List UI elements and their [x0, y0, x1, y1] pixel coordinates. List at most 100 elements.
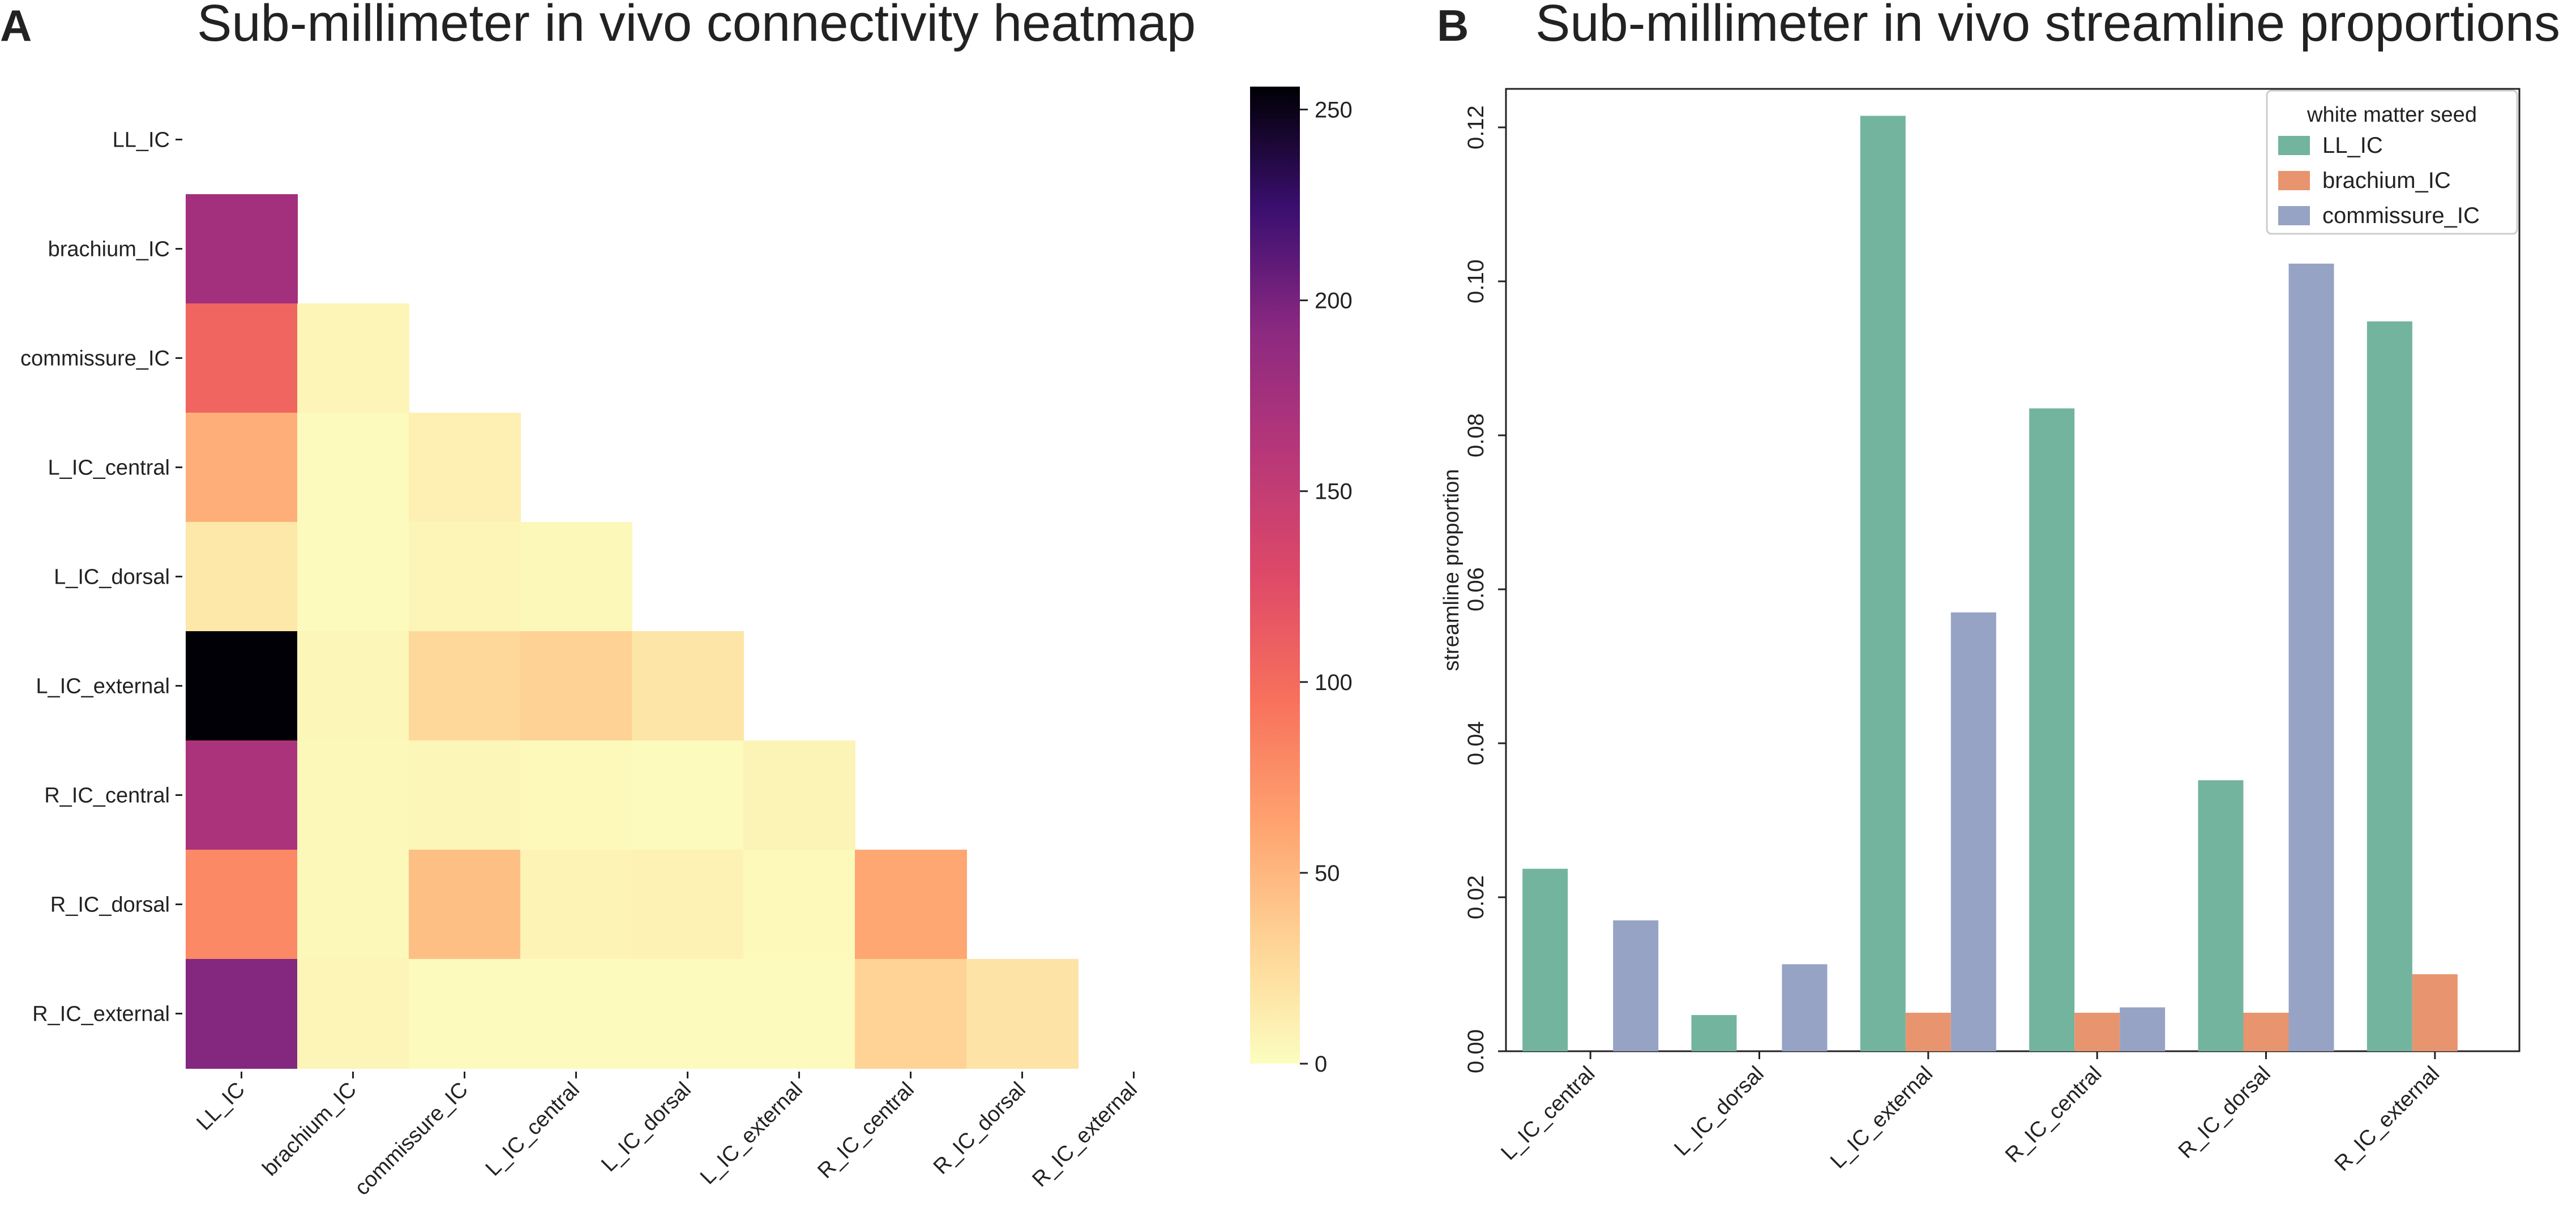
x-tick-label: L_IC_dorsal — [1670, 1062, 1769, 1161]
heatmap-col-label: brachium_IC — [258, 1078, 361, 1181]
colorbar-tick-label: 100 — [1315, 670, 1353, 695]
heatmap-cell — [743, 959, 855, 1069]
heatmap-cell — [409, 522, 521, 632]
heatmap-title: Sub-millimeter in vivo connectivity heat… — [197, 0, 1196, 52]
heatmap-cell — [186, 303, 298, 413]
heatmap-cell — [409, 959, 521, 1069]
heatmap-cell — [966, 959, 1079, 1069]
heatmap-cell — [520, 631, 632, 741]
y-tick-label: 0.08 — [1464, 413, 1488, 457]
heatmap-row-label: R_IC_dorsal — [50, 893, 170, 917]
panel-b-letter: B — [1437, 1, 1469, 50]
heatmap-col-label: L_IC_central — [481, 1078, 584, 1181]
colorbar-tick-label: 250 — [1315, 97, 1353, 122]
heatmap-cell — [409, 740, 521, 850]
heatmap-cell — [855, 850, 967, 960]
heatmap-cell — [520, 959, 632, 1069]
heatmap-row-label: commissure_IC — [20, 347, 170, 371]
bar-brachium_IC — [1905, 1013, 1951, 1051]
heatmap-col-label: LL_IC — [192, 1078, 249, 1135]
y-tick-label: 0.02 — [1464, 875, 1488, 919]
heatmap-row-label: L_IC_dorsal — [54, 566, 170, 589]
bar-y-axis-label: streamline proportion — [1440, 469, 1464, 671]
heatmap-cell — [297, 522, 409, 632]
colorbar-tick-label: 0 — [1315, 1052, 1327, 1077]
heatmap-cell — [297, 740, 409, 850]
heatmap-cell — [186, 959, 298, 1069]
colorbar-ticks: 0 50 100 150 200 250 — [1300, 97, 1353, 1077]
heatmap-cell — [743, 850, 855, 960]
heatmap-row-label: L_IC_central — [48, 456, 170, 480]
bar-commissure_IC — [2120, 1007, 2166, 1051]
bar-LL_IC — [1691, 1015, 1737, 1051]
legend-swatch — [2278, 206, 2310, 225]
y-tick-label: 0.04 — [1464, 721, 1488, 765]
bar-commissure_IC — [1613, 920, 1659, 1051]
barchart-title: Sub-millimeter in vivo streamline propor… — [1535, 0, 2560, 52]
heatmap-cell — [186, 522, 298, 632]
heatmap-cell — [297, 850, 409, 960]
bar-plot-frame — [1505, 88, 2521, 1052]
heatmap-row-label: R_IC_central — [44, 784, 170, 808]
heatmap-row-label: L_IC_external — [36, 675, 170, 699]
heatmap — [186, 194, 1079, 1069]
heatmap-cell — [743, 740, 855, 850]
heatmap-col-label: R_IC_dorsal — [929, 1078, 1030, 1179]
bar-LL_IC — [1522, 868, 1568, 1051]
heatmap-col-label: commissure_IC — [350, 1078, 473, 1200]
heatmap-cell — [297, 413, 409, 523]
bar-brachium_IC — [2074, 1013, 2120, 1051]
heatmap-cell — [520, 522, 632, 632]
bar-commissure_IC — [2288, 263, 2334, 1052]
legend-swatch — [2278, 136, 2310, 155]
legend-title: white matter seed — [2307, 103, 2477, 127]
legend-entry-label: brachium_IC — [2322, 168, 2451, 193]
heatmap-cell — [186, 631, 298, 741]
y-tick-label: 0.06 — [1464, 567, 1488, 611]
heatmap-cell — [855, 959, 967, 1069]
bar-LL_IC — [2198, 780, 2244, 1051]
x-tick-label: R_IC_central — [2001, 1062, 2107, 1168]
heatmap-cell — [186, 413, 298, 523]
y-tick-label: 0.10 — [1464, 259, 1488, 303]
heatmap-col-label: R_IC_central — [813, 1078, 919, 1184]
heatmap-cell — [297, 631, 409, 741]
legend-entry-label: LL_IC — [2322, 133, 2383, 158]
bar-commissure_IC — [1950, 612, 1996, 1051]
bar-commissure_IC — [1782, 964, 1828, 1051]
x-tick-label: R_IC_external — [2330, 1062, 2444, 1176]
heatmap-cell — [632, 631, 744, 741]
colorbar-tick-label: 150 — [1315, 479, 1353, 504]
legend: white matter seed LL_IC brachium_ICcommis… — [2266, 89, 2518, 235]
colorbar-tick-label: 200 — [1315, 289, 1353, 314]
heatmap-cell — [297, 959, 409, 1069]
heatmap-cell — [632, 740, 744, 850]
heatmap-col-label: L_IC_external — [696, 1078, 807, 1189]
y-tick-label: 0.12 — [1464, 105, 1488, 149]
legend-entry-label: commissure_IC — [2322, 203, 2480, 228]
legend-swatch — [2278, 171, 2310, 190]
heatmap-col-label: R_IC_external — [1028, 1078, 1141, 1192]
bar-category-labels: L_IC_central L_IC_dorsal L_IC_external R_IC… — [1496, 1051, 2444, 1176]
panel-a-letter: A — [0, 1, 32, 50]
bar-brachium_IC — [2412, 974, 2458, 1051]
bar-LL_IC — [2367, 321, 2412, 1051]
heatmap-row-labels: LL_IC brachium_IC commissure_IC L_IC_centra… — [20, 129, 182, 1026]
heatmap-cell — [520, 740, 632, 850]
x-tick-label: L_IC_external — [1826, 1062, 1937, 1174]
x-tick-label: R_IC_dorsal — [2174, 1062, 2275, 1163]
heatmap-cell — [409, 413, 521, 523]
heatmap-cell — [186, 194, 298, 304]
bars — [1522, 115, 2458, 1052]
colorbar-tick-label: 50 — [1315, 861, 1340, 886]
bar-LL_IC — [2029, 408, 2075, 1051]
bar-LL_IC — [1860, 115, 1906, 1052]
x-tick-label: L_IC_central — [1496, 1062, 1599, 1165]
heatmap-row-label: brachium_IC — [48, 238, 170, 262]
heatmap-cell — [520, 850, 632, 960]
legend-box — [2266, 89, 2518, 235]
heatmap-row-label: LL_IC — [113, 129, 170, 152]
heatmap-cell — [409, 631, 521, 741]
heatmap-col-label: L_IC_dorsal — [597, 1078, 696, 1177]
